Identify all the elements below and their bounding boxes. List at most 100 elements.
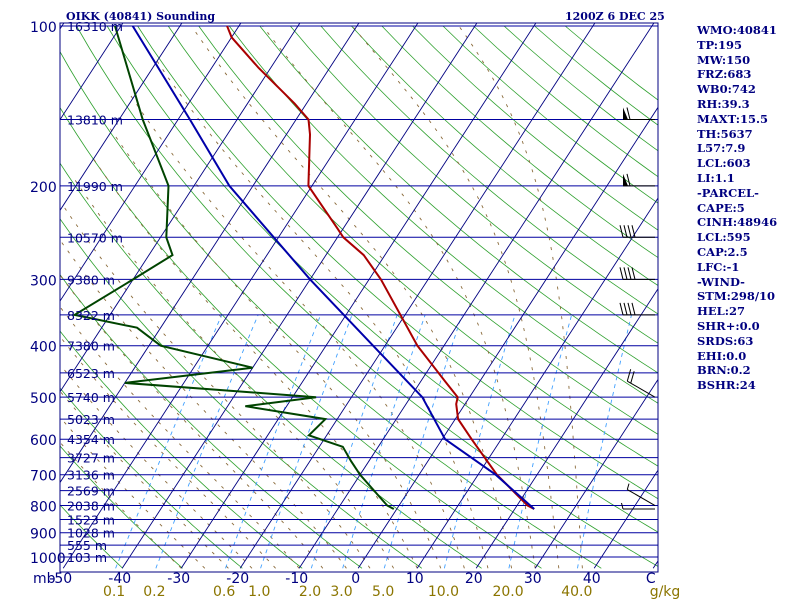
index-row: LCL:595	[697, 230, 751, 245]
index-row: SHR+:0.0	[697, 318, 760, 333]
height-label: 10570 m	[67, 230, 123, 245]
index-row: LCL:603	[697, 156, 751, 171]
index-row: MAXT:15.5	[697, 111, 768, 126]
wind-barb-flag	[619, 302, 624, 316]
wind-barb-flag	[626, 369, 632, 382]
grid-lines	[60, 23, 658, 569]
height-label: 2038 m	[67, 499, 115, 514]
pressure-tick-label: 1000	[30, 551, 66, 567]
temperature-tick-label: C	[646, 571, 656, 587]
dry-adiabat	[381, 25, 658, 259]
index-row: SRDS:63	[697, 333, 754, 348]
mixing-ratio-label: 2.0	[299, 584, 321, 600]
pressure-tick-label: 700	[30, 469, 57, 485]
wind-barb-flag	[623, 225, 628, 238]
plot-frame	[59, 22, 659, 573]
dry-adiabat	[167, 25, 658, 467]
dry-adiabat	[60, 162, 482, 569]
isotherm	[357, 106, 658, 569]
chart-title: OIKK (40841) Sounding	[66, 10, 215, 23]
wind-barb	[619, 225, 655, 238]
dry-adiabat	[228, 25, 658, 404]
wind-barbs	[619, 107, 656, 510]
index-row: WMO:40841	[697, 23, 777, 37]
temperature-tick-label: 20	[465, 571, 483, 587]
mixing-ratio-label: g/kg	[650, 584, 681, 600]
pressure-tick-label: 300	[30, 273, 57, 289]
wind-barb-flag	[627, 302, 632, 316]
index-row: CINH:48946	[697, 215, 778, 230]
index-row: LI:1.1	[697, 170, 735, 185]
height-label: 4354 m	[67, 432, 115, 447]
height-label: 5740 m	[67, 390, 115, 405]
wind-barb	[619, 302, 655, 316]
pressure-tick-label: 200	[30, 180, 57, 196]
dry-adiabat	[106, 25, 658, 533]
parcel-profile	[131, 25, 535, 510]
temperature-tick-label: 10	[406, 571, 424, 587]
temperature-tick-label: -30	[167, 571, 190, 587]
mixing-ratio-label: 20.0	[492, 584, 523, 600]
wind-barb	[621, 502, 655, 510]
mixing-ratio-label: 3.0	[330, 584, 352, 600]
index-row: WB0:742	[697, 82, 756, 97]
index-row: STM:298/10	[697, 289, 776, 304]
moist-adiabat	[154, 57, 489, 569]
moist-adiabat	[60, 363, 253, 569]
wind-barb-flag	[619, 267, 624, 280]
moist-adiabat	[60, 335, 276, 569]
index-row: L57:7.9	[697, 141, 746, 156]
height-label: 2569 m	[67, 484, 115, 499]
isotherm	[60, 23, 242, 302]
moist-adiabat	[262, 25, 536, 569]
mixing-ratio-label: 5.0	[372, 584, 394, 600]
temperature-tick-label: -40	[108, 571, 131, 587]
mixing-ratio-label: 0.1	[103, 584, 125, 600]
moist-adiabat	[130, 94, 465, 569]
moist-adiabat	[90, 154, 418, 569]
mixing-ratio-label: 1.0	[248, 584, 270, 600]
index-row: BSHR:24	[697, 378, 756, 393]
moist-adiabat	[458, 25, 583, 569]
moist-adiabat	[108, 126, 442, 569]
dry-adiabat	[60, 504, 123, 569]
dry-adiabat	[60, 218, 423, 569]
isotherm	[60, 23, 301, 393]
index-row: CAPE:5	[697, 200, 745, 215]
height-label: 3136 m	[67, 468, 115, 483]
isotherm	[593, 469, 658, 569]
temperature-profile	[226, 25, 535, 510]
indices-panel: WMO:40841 TP:195 MW:150 FRZ:683 WB0:742 RH:39…	[697, 23, 797, 393]
dry-adiabat	[76, 25, 658, 567]
height-label: 5023 m	[67, 412, 115, 427]
dry-adiabat	[60, 445, 183, 569]
isotherm	[60, 23, 65, 30]
dry-adiabat	[137, 25, 658, 500]
isotherm	[60, 23, 183, 212]
temperature-tick-label: -20	[226, 571, 249, 587]
wind-barb-staff	[627, 489, 656, 506]
index-row: RH:39.3	[697, 96, 750, 111]
dry-adiabat	[320, 25, 658, 315]
wind-barb-flag	[631, 267, 636, 280]
index-row: EHI:0.0	[697, 348, 747, 363]
index-row: BRN:0.2	[697, 363, 751, 378]
wind-barb-pennant	[623, 173, 628, 186]
dry-adiabat	[259, 25, 658, 374]
index-row: CAP:2.5	[697, 244, 748, 259]
dry-adiabat	[60, 106, 542, 569]
height-label: 11990 m	[67, 179, 123, 194]
pressure-tick-label: 600	[30, 433, 57, 449]
height-label: 7380 m	[67, 339, 115, 354]
height-label: 8322 m	[67, 308, 115, 323]
height-label: 103 m	[67, 550, 107, 565]
wind-barb-flag	[623, 267, 628, 280]
mixing-ratio-label: 0.2	[143, 584, 165, 600]
isotherm	[298, 23, 655, 569]
dry-adiabat	[289, 25, 658, 344]
mixing-ratio-label: 10.0	[428, 584, 459, 600]
isotherm	[416, 197, 658, 569]
wind-barb-half-flag	[621, 502, 624, 510]
